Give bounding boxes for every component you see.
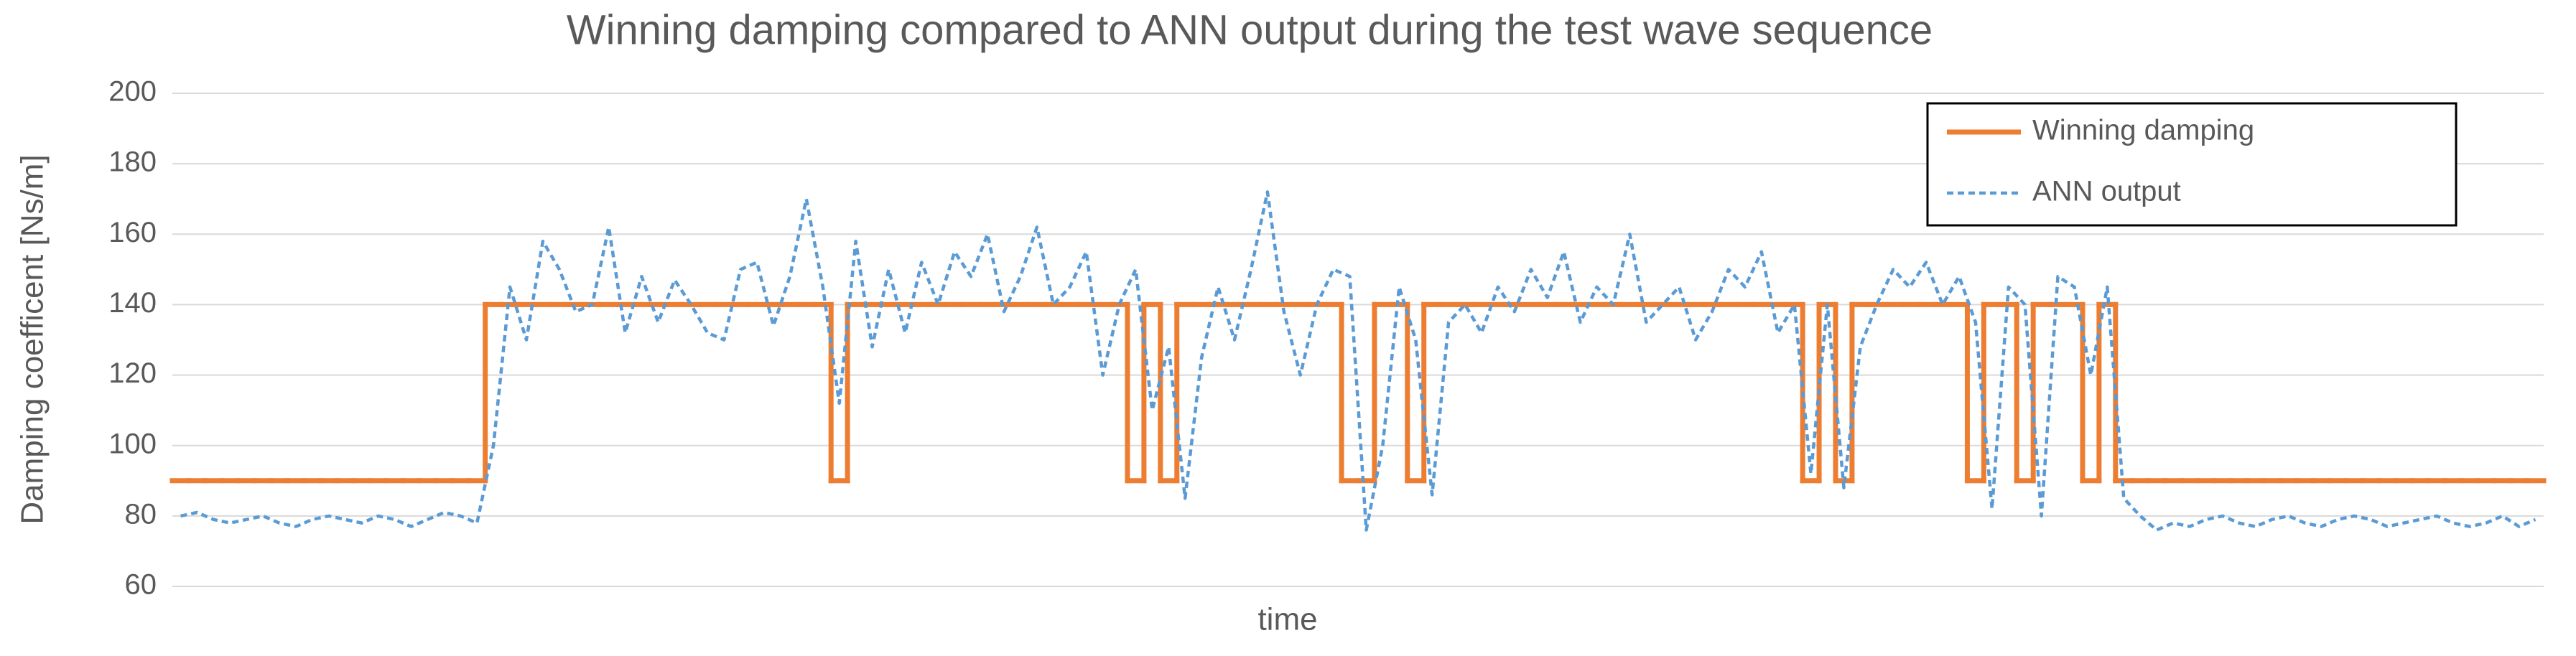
- legend-label: Winning damping: [2032, 115, 2254, 146]
- legend-label: ANN output: [2032, 176, 2181, 207]
- y-tick-label: 100: [108, 428, 157, 459]
- line: [180, 190, 2537, 532]
- series: [180, 190, 2537, 532]
- y-tick-label: 180: [108, 146, 157, 178]
- y-tick-label: 200: [108, 76, 157, 108]
- legend-box: [1926, 102, 2458, 227]
- y-tick-label: 60: [125, 569, 157, 601]
- chart-title: Winning damping compared to ANN output d…: [567, 6, 1933, 53]
- y-axis-label: Damping coefficent [Ns/m]: [15, 154, 50, 524]
- y-tick-label: 160: [108, 217, 157, 248]
- y-tick-label: 140: [108, 287, 157, 319]
- y-tick-label: 80: [125, 498, 157, 530]
- x-axis-label: time: [1257, 602, 1317, 637]
- y-tick-label: 120: [108, 357, 157, 389]
